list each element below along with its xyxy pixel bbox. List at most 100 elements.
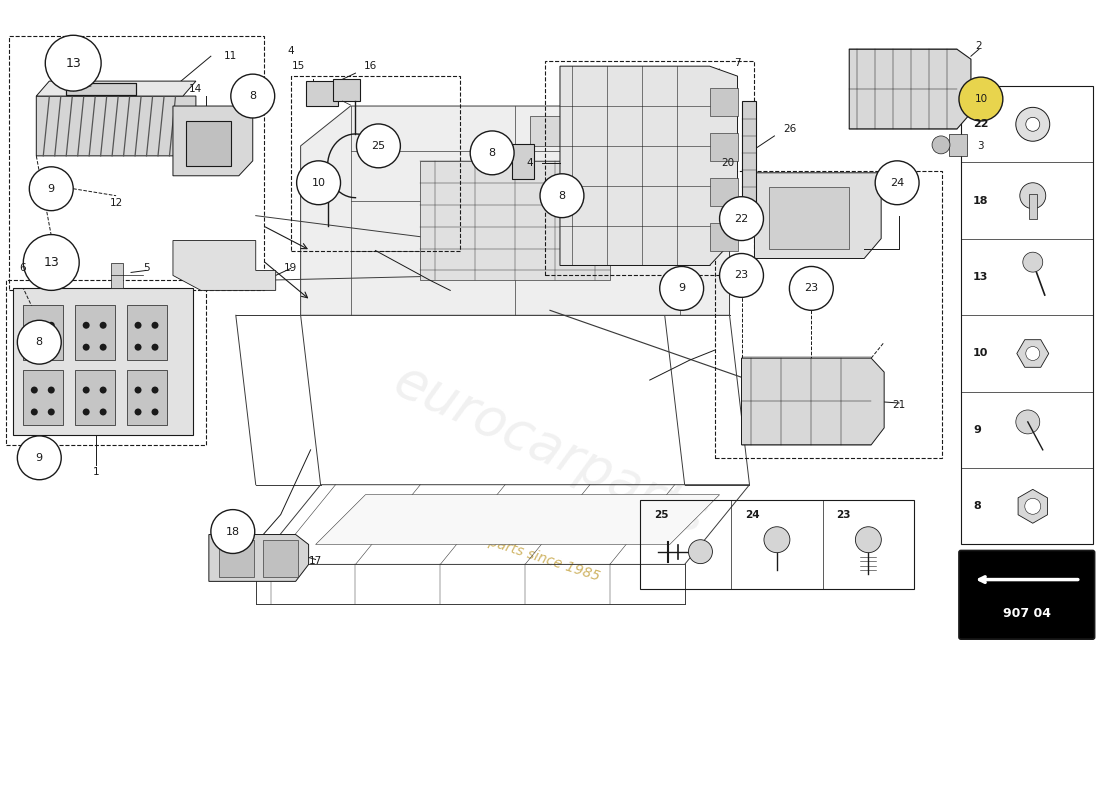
- Text: 25: 25: [653, 510, 668, 520]
- Bar: [741, 101, 757, 206]
- Circle shape: [134, 386, 142, 394]
- Circle shape: [134, 322, 142, 329]
- Circle shape: [47, 409, 55, 415]
- Text: 12: 12: [110, 198, 123, 208]
- Circle shape: [231, 74, 275, 118]
- Text: eurocarparts: eurocarparts: [385, 354, 715, 545]
- Circle shape: [47, 322, 55, 329]
- Bar: [23, 306, 63, 360]
- Text: 21: 21: [892, 400, 905, 410]
- Circle shape: [31, 344, 37, 350]
- Text: 23: 23: [837, 510, 851, 520]
- Circle shape: [152, 322, 158, 329]
- Circle shape: [297, 161, 341, 205]
- Polygon shape: [209, 534, 309, 582]
- Text: 3: 3: [978, 141, 984, 151]
- Text: 15: 15: [292, 61, 306, 71]
- Text: 10: 10: [972, 349, 988, 358]
- Polygon shape: [420, 161, 609, 281]
- Text: 24: 24: [745, 510, 760, 520]
- Circle shape: [719, 197, 763, 241]
- Circle shape: [959, 77, 1003, 121]
- Text: 6: 6: [20, 263, 26, 274]
- Bar: [128, 370, 167, 425]
- Text: 22: 22: [972, 119, 989, 130]
- Text: 19: 19: [284, 263, 297, 274]
- Bar: [332, 79, 361, 101]
- Text: 9: 9: [35, 453, 43, 462]
- Bar: [513, 144, 534, 178]
- Text: 17: 17: [309, 557, 322, 566]
- Polygon shape: [316, 494, 719, 545]
- Bar: [290, 76, 460, 250]
- Text: a passion for parts since 1985: a passion for parts since 1985: [398, 506, 602, 583]
- Bar: [715, 170, 942, 458]
- Text: 22: 22: [735, 214, 749, 224]
- Text: 14: 14: [189, 84, 202, 94]
- Bar: [75, 370, 116, 425]
- Text: 4: 4: [527, 158, 534, 168]
- Text: 24: 24: [890, 178, 904, 188]
- Text: 23: 23: [804, 283, 818, 294]
- Circle shape: [100, 322, 107, 329]
- Bar: [7, 281, 206, 445]
- Text: 23: 23: [735, 270, 749, 281]
- Circle shape: [1026, 346, 1039, 361]
- Circle shape: [719, 254, 763, 298]
- Text: 5: 5: [143, 263, 150, 274]
- Circle shape: [23, 234, 79, 290]
- Circle shape: [152, 386, 158, 394]
- Text: 9: 9: [47, 184, 55, 194]
- Circle shape: [356, 124, 400, 168]
- Circle shape: [152, 409, 158, 415]
- Bar: [66, 83, 136, 95]
- Circle shape: [82, 322, 90, 329]
- Polygon shape: [1019, 490, 1047, 523]
- Bar: [769, 186, 849, 249]
- Circle shape: [31, 386, 37, 394]
- Circle shape: [470, 131, 514, 174]
- Text: 4: 4: [287, 46, 294, 56]
- Text: 25: 25: [372, 141, 385, 151]
- Bar: [710, 178, 737, 206]
- Polygon shape: [173, 241, 276, 290]
- Text: 26: 26: [783, 124, 796, 134]
- Circle shape: [876, 161, 920, 205]
- Circle shape: [31, 409, 37, 415]
- Bar: [306, 81, 338, 106]
- Bar: [75, 306, 116, 360]
- Text: 18: 18: [972, 196, 989, 206]
- Bar: [640, 500, 914, 590]
- Circle shape: [82, 344, 90, 350]
- Polygon shape: [560, 66, 737, 266]
- Circle shape: [1025, 498, 1041, 514]
- Circle shape: [1026, 118, 1039, 131]
- Polygon shape: [755, 173, 881, 258]
- Circle shape: [211, 510, 255, 554]
- Circle shape: [932, 136, 950, 154]
- Polygon shape: [36, 96, 196, 156]
- Text: 7: 7: [734, 58, 740, 68]
- Circle shape: [689, 540, 713, 564]
- Polygon shape: [530, 116, 560, 146]
- Circle shape: [100, 386, 107, 394]
- Circle shape: [47, 386, 55, 394]
- Text: 9: 9: [678, 283, 685, 294]
- Circle shape: [134, 344, 142, 350]
- Bar: [263, 539, 298, 578]
- Polygon shape: [1016, 340, 1048, 367]
- Circle shape: [82, 386, 90, 394]
- Circle shape: [100, 409, 107, 415]
- Bar: [128, 306, 167, 360]
- Text: 13: 13: [65, 57, 81, 70]
- Bar: [66, 83, 136, 95]
- Circle shape: [764, 526, 790, 553]
- Bar: [23, 370, 63, 425]
- Text: 9: 9: [972, 425, 981, 435]
- Text: 10: 10: [311, 178, 326, 188]
- Text: 8: 8: [972, 502, 981, 511]
- Circle shape: [790, 266, 834, 310]
- Circle shape: [152, 344, 158, 350]
- Polygon shape: [173, 106, 253, 176]
- Circle shape: [1020, 182, 1046, 209]
